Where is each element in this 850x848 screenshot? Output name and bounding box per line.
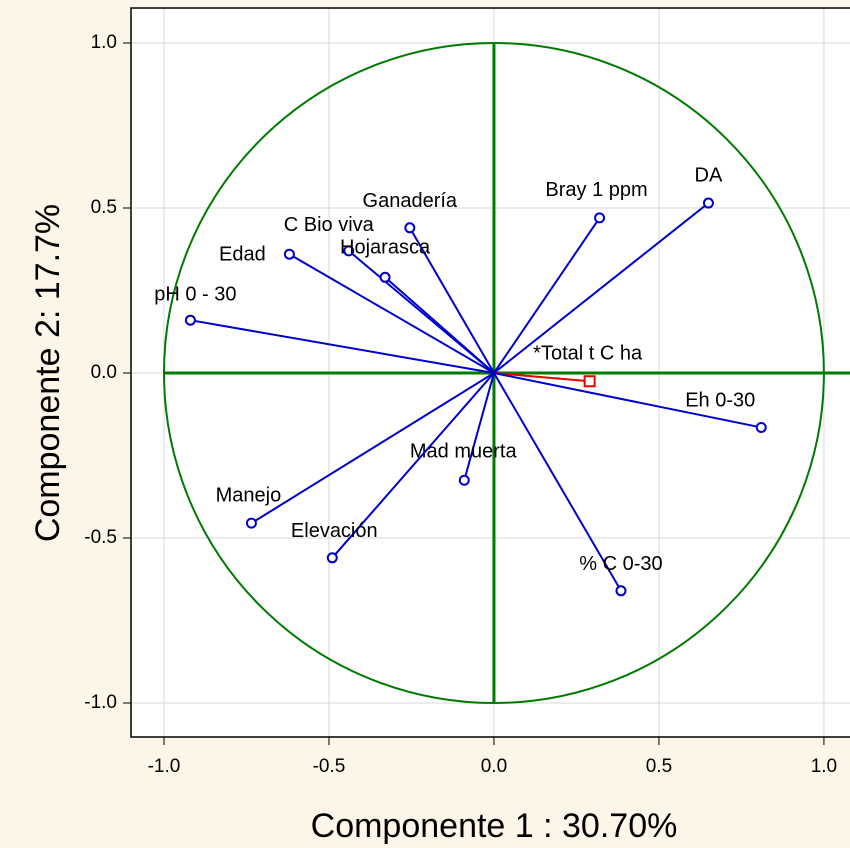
- point: [702, 197, 714, 209]
- x-axis-title: Componente 1 : 30.70%: [311, 807, 678, 845]
- loading-vector: [463, 372, 495, 481]
- loading-vector: [190, 319, 495, 374]
- point-label: C Bio viva: [284, 214, 375, 236]
- point: [755, 421, 767, 433]
- point-label: Ganadería: [363, 190, 458, 212]
- loading-vector: [250, 372, 495, 525]
- loading-vector: [288, 253, 495, 374]
- point: [379, 271, 391, 283]
- loading-vector: [493, 217, 601, 374]
- point: [615, 585, 627, 597]
- loading-vector: [331, 372, 495, 559]
- y-axis-title: Componente 2: 17.7%: [29, 204, 67, 542]
- y-tick-label: 0.0: [91, 362, 117, 383]
- y-tick-label: -0.5: [84, 527, 117, 548]
- x-tick-label: 0.0: [481, 756, 507, 777]
- point-label: pH 0 - 30: [154, 283, 236, 305]
- point: [326, 552, 338, 564]
- y-tick-label: -1.0: [84, 692, 117, 713]
- loading-vector: [493, 372, 762, 429]
- point-label: *Total t C ha: [533, 343, 643, 365]
- point-label: Eh 0-30: [685, 390, 755, 412]
- loading-vector: [493, 202, 710, 374]
- point-label: Bray 1 ppm: [545, 179, 647, 201]
- loading-vector: [408, 227, 495, 374]
- point: [404, 222, 416, 234]
- point-label: Hojarasca: [340, 237, 431, 259]
- point-label: Mad muerta: [410, 441, 518, 463]
- point: [184, 314, 196, 326]
- y-tick-label: 1.0: [91, 32, 117, 53]
- plot-frame: [130, 7, 850, 738]
- x-tick-label: 0.5: [646, 756, 672, 777]
- x-tick-label: -1.0: [148, 756, 181, 777]
- point-label: % C 0-30: [579, 553, 662, 575]
- y-tick-label: 0.5: [91, 197, 117, 218]
- point: [283, 248, 295, 260]
- point: [583, 375, 596, 388]
- point: [594, 212, 606, 224]
- point: [458, 474, 470, 486]
- point-label: Edad: [219, 243, 266, 265]
- point-label: DA: [695, 164, 723, 186]
- x-tick-label: 1.0: [811, 756, 837, 777]
- point-label: Elevación: [291, 520, 378, 542]
- point: [245, 517, 257, 529]
- point-label: Manejo: [216, 484, 282, 506]
- point: [343, 245, 355, 257]
- loading-vector: [384, 276, 495, 374]
- loading-vector: [493, 372, 622, 592]
- loading-vector: [493, 372, 590, 383]
- x-tick-label: -0.5: [313, 756, 346, 777]
